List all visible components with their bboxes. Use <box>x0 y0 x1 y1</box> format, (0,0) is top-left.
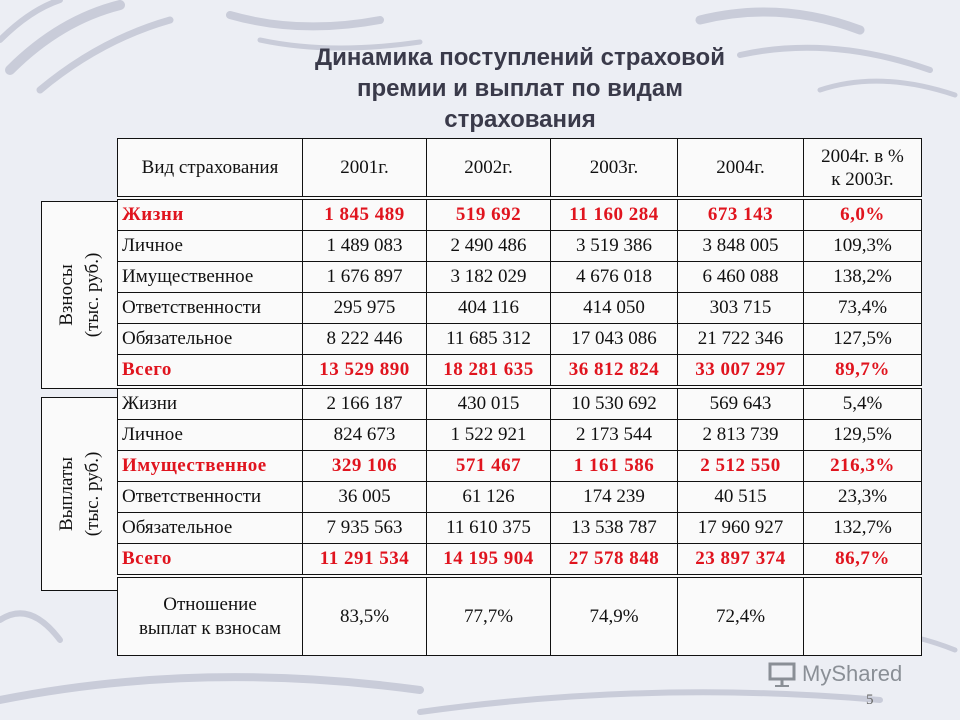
table-row: Имущественное 329 106 571 467 1 161 586 … <box>117 450 922 482</box>
header-2001: 2001г. <box>302 138 427 197</box>
myshared-logo: MyShared <box>768 659 902 689</box>
header-2004: 2004г. <box>677 138 804 197</box>
header-type: Вид страхования <box>117 138 303 197</box>
header-2002: 2002г. <box>426 138 551 197</box>
table-row: Обязательное 7 935 563 11 610 375 13 538… <box>117 512 922 544</box>
table-row: Личное 824 673 1 522 921 2 173 544 2 813… <box>117 419 922 451</box>
ratio-row: Отношение выплат к взносам 83,5% 77,7% 74… <box>117 577 922 656</box>
header-pct: 2004г. в % к 2003г. <box>803 138 922 197</box>
slide-title: Динамика поступлений страховой премии и … <box>315 44 725 133</box>
table-row: Ответственности 36 005 61 126 174 239 40… <box>117 481 922 513</box>
header-row: Вид страхования 2001г. 2002г. 2003г. 200… <box>117 138 922 197</box>
header-2003: 2003г. <box>550 138 678 197</box>
table-row: Всего 13 529 890 18 281 635 36 812 824 3… <box>117 354 922 386</box>
table-row: Ответственности 295 975 404 116 414 050 … <box>117 292 922 324</box>
table-row: Жизни 1 845 489 519 692 11 160 284 673 1… <box>117 199 922 231</box>
payments-side-label: Выплаты (тыс. руб.) <box>41 397 118 591</box>
table-row: Имущественное 1 676 897 3 182 029 4 676 … <box>117 261 922 293</box>
table-row: Личное 1 489 083 2 490 486 3 519 386 3 8… <box>117 230 922 262</box>
ratio-label: Отношение выплат к взносам <box>117 577 303 656</box>
table-row: Всего 11 291 534 14 195 904 27 578 848 2… <box>117 543 922 575</box>
table-row: Жизни 2 166 187 430 015 10 530 692 569 6… <box>117 388 922 420</box>
insurance-table: Вид страхования 2001г. 2002г. 2003г. 200… <box>117 138 922 656</box>
table-row: Обязательное 8 222 446 11 685 312 17 043… <box>117 323 922 355</box>
page-number: 5 <box>866 692 874 708</box>
presentation-icon <box>768 662 796 687</box>
contributions-side-label: Взносы (тыс. руб.) <box>41 201 118 389</box>
